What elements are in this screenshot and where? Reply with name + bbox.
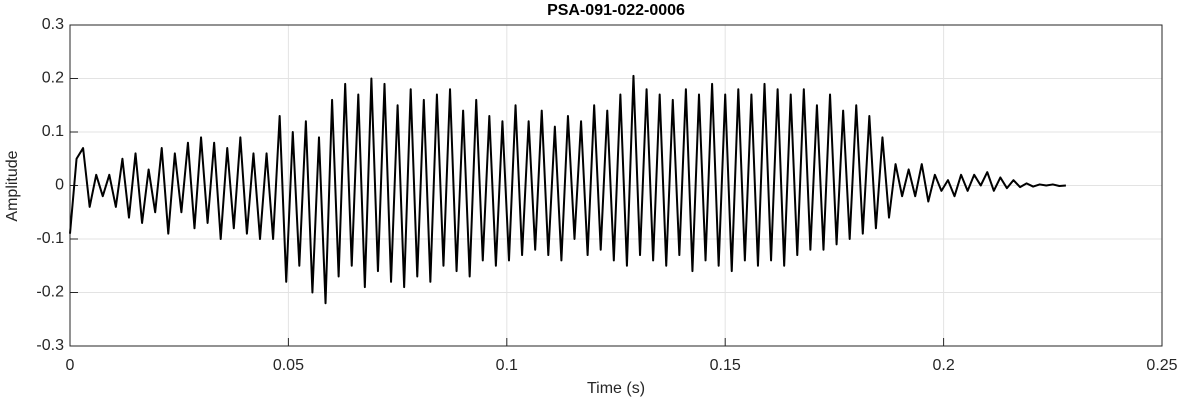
- plot-frame: [69, 24, 1163, 347]
- y-tick-label: -0.3: [36, 337, 64, 354]
- y-tick-label: 0.1: [42, 123, 64, 140]
- y-axis-label: Amplitude: [4, 150, 21, 221]
- y-tick-label: 0: [55, 177, 64, 194]
- chart-title: PSA-091-022-0006: [547, 2, 685, 19]
- x-tick-label: 0.2: [932, 357, 954, 374]
- x-tick-label: 0.15: [710, 357, 741, 374]
- x-tick-label: 0.25: [1146, 357, 1177, 374]
- x-tick-label: 0.1: [496, 357, 518, 374]
- y-tick-label: 0.2: [42, 70, 64, 87]
- waveform-line: [69, 74, 1066, 305]
- x-tick-label: 0.05: [273, 357, 304, 374]
- y-tick-label: 0.3: [42, 16, 64, 33]
- y-tick-label: -0.1: [36, 230, 64, 247]
- y-tick-label: -0.2: [36, 284, 64, 301]
- x-tick-label: 0: [66, 357, 75, 374]
- x-axis-label: Time (s): [587, 380, 645, 397]
